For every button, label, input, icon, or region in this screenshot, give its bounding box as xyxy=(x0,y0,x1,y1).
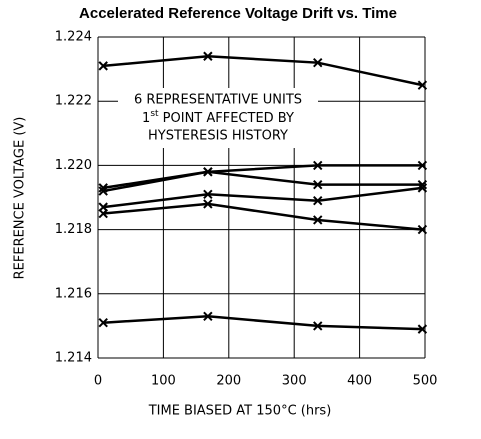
marker xyxy=(313,179,323,190)
y-tick-label: 1.218 xyxy=(55,222,92,237)
marker xyxy=(417,80,428,90)
annotation-box xyxy=(118,88,318,148)
marker xyxy=(313,196,323,206)
marker xyxy=(203,189,213,199)
y-tick-label: 1.220 xyxy=(55,158,92,173)
x-axis-label: TIME BIASED AT 150°C (hrs) xyxy=(148,404,332,419)
annotation: POINT AFFECTED BY xyxy=(159,111,294,126)
marker xyxy=(98,183,108,193)
annotation: 1 xyxy=(142,111,150,126)
y-axis-label: REFERENCE VOLTAGE (V) xyxy=(13,117,28,280)
y-tick-label: 1.214 xyxy=(55,351,92,366)
marker xyxy=(203,51,213,61)
annotation: HYSTERESIS HISTORY xyxy=(148,129,288,144)
marker xyxy=(313,160,323,171)
chart-title: Accelerated Reference Voltage Drift vs. … xyxy=(79,5,397,22)
y-tick-label: 1.216 xyxy=(55,286,92,301)
y-tick-label: 1.224 xyxy=(55,30,92,45)
series-line xyxy=(103,170,423,190)
marker xyxy=(313,57,323,68)
annotation: 6 REPRESENTATIVE UNITS xyxy=(134,93,302,108)
marker xyxy=(203,311,213,321)
marker xyxy=(313,321,323,331)
x-tick-label: 0 xyxy=(94,374,102,389)
x-tick-label: 200 xyxy=(216,374,241,389)
x-tick-label: 100 xyxy=(151,374,176,389)
y-tick-label: 1.222 xyxy=(55,94,92,109)
annotation: 1st POINT AFFECTED BY xyxy=(142,109,294,126)
marker xyxy=(98,208,108,219)
marker xyxy=(417,183,428,193)
series-line xyxy=(103,202,423,231)
marker xyxy=(203,199,213,209)
x-tick-label: 400 xyxy=(347,374,372,389)
series-line xyxy=(103,164,423,193)
marker xyxy=(203,167,213,177)
annotation: st xyxy=(150,109,159,119)
marker xyxy=(417,324,428,334)
marker xyxy=(313,215,323,225)
series-line xyxy=(103,186,423,209)
series-line xyxy=(103,315,423,331)
series-line xyxy=(103,55,423,87)
marker xyxy=(417,224,428,235)
marker xyxy=(98,61,108,71)
x-tick-label: 500 xyxy=(413,374,438,389)
x-tick-label: 300 xyxy=(282,374,307,389)
marker xyxy=(98,317,108,328)
marker xyxy=(417,160,428,171)
